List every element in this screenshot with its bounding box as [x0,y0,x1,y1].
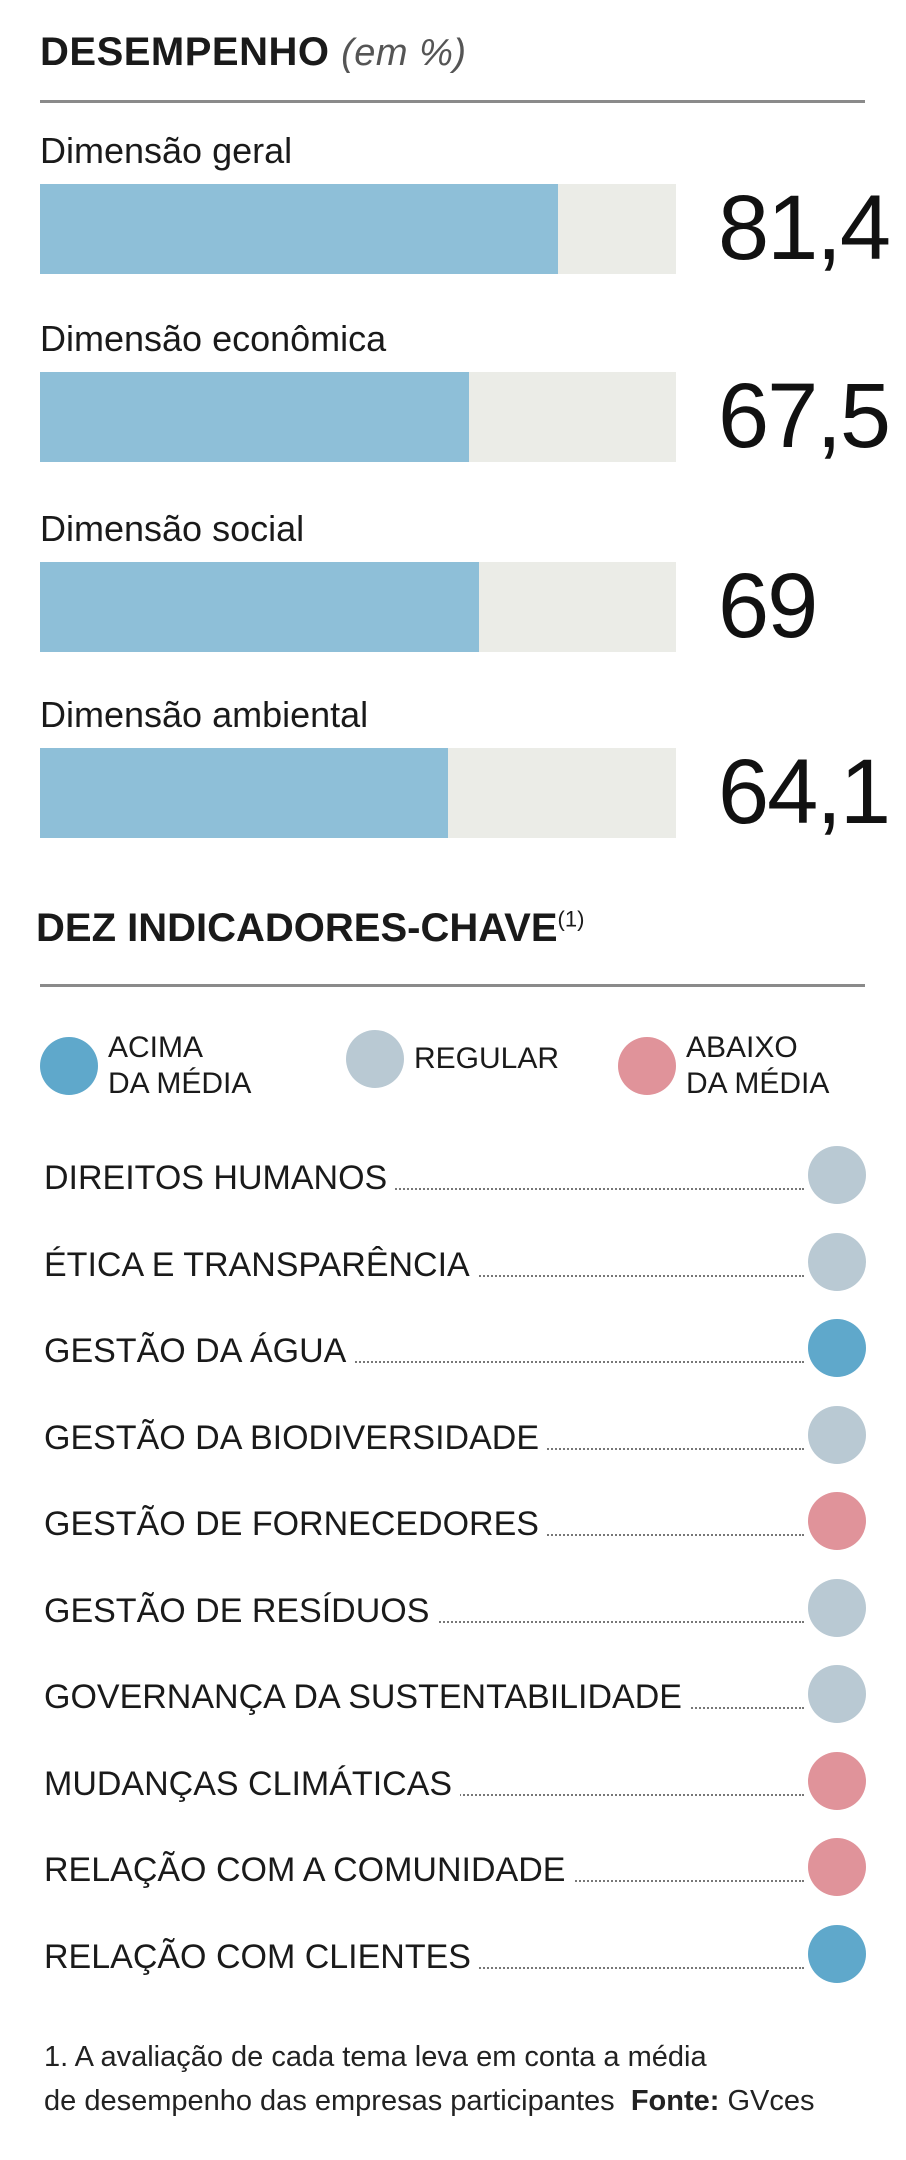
bar-label: Dimensão ambiental [40,694,369,735]
status-dot-regular [808,1233,866,1291]
bar [40,372,469,462]
title-divider [40,100,865,103]
indicator-row: ÉTICA E TRANSPARÊNCIA [44,1231,874,1291]
indicator-label: RELAÇÃO COM CLIENTES [44,1938,479,1977]
legend-line-1: ABAIXO [686,1031,798,1064]
indicator-label: RELAÇÃO COM A COMUNIDADE [44,1851,574,1890]
bar-track [40,748,676,838]
footnote-text: de desempenho das empresas participantes [44,2085,615,2117]
indicator-label: ÉTICA E TRANSPARÊNCIA [44,1246,478,1285]
bar [40,562,479,652]
bar-label: Dimensão geral [40,130,293,171]
status-dot-regular [808,1665,866,1723]
legend-line-2: DA MÉDIA [686,1067,830,1100]
dotted-leader [44,1361,804,1363]
indicator-row: MUDANÇAS CLIMÁTICAS [44,1750,874,1810]
indicators-divider [40,984,865,987]
status-dot-acima [808,1319,866,1377]
indicator-row: RELAÇÃO COM A COMUNIDADE [44,1836,874,1896]
status-dot-abaixo [808,1752,866,1810]
legend-text: REGULAR [414,1041,564,1077]
bar [40,748,448,838]
indicator-label: MUDANÇAS CLIMÁTICAS [44,1765,461,1804]
indicator-row: DIREITOS HUMANOS [44,1144,874,1204]
bar-value-label: 67,5 [718,365,891,467]
legend-dot [618,1037,676,1095]
legend-item-acima: ACIMA DA MÉDIA [40,1030,258,1102]
dotted-leader [44,1188,804,1190]
chart-title-text: DESEMPENHO [40,30,330,74]
status-dot-regular [808,1406,866,1464]
legend-text: ABAIXO DA MÉDIA [686,1030,836,1102]
indicators-title-text: DEZ INDICADORES-CHAVE [36,906,558,950]
status-dot-regular [808,1146,866,1204]
indicator-row: GESTÃO DA BIODIVERSIDADE [44,1404,874,1464]
indicator-label: GOVERNANÇA DA SUSTENTABILIDADE [44,1678,690,1717]
status-dot-abaixo [808,1838,866,1896]
indicator-row: GESTÃO DE RESÍDUOS [44,1577,874,1637]
bar-label: Dimensão social [40,508,305,549]
chart-title: DESEMPENHO (em %) [40,30,467,75]
footnote-line-2: de desempenho das empresas participantes… [44,2079,815,2123]
source-name: GVces [727,2085,815,2117]
footnote: 1. A avaliação de cada tema leva em cont… [44,2035,815,2123]
bar-label: Dimensão econômica [40,318,387,359]
legend-dot [346,1030,404,1088]
indicator-label: GESTÃO DE RESÍDUOS [44,1592,438,1631]
status-dot-acima [808,1925,866,1983]
legend-item-regular: REGULAR [346,1030,564,1088]
bar [40,184,558,274]
indicator-label: GESTÃO DA ÁGUA [44,1332,355,1371]
bar-value-label: 69 [718,555,818,657]
status-dot-abaixo [808,1492,866,1550]
legend-item-abaixo: ABAIXO DA MÉDIA [618,1030,836,1102]
legend-dot [40,1037,98,1095]
indicator-row: GESTÃO DA ÁGUA [44,1317,874,1377]
source-label: Fonte: [630,2085,720,2117]
indicator-label: DIREITOS HUMANOS [44,1159,396,1198]
bar-track [40,372,676,462]
indicator-label: GESTÃO DE FORNECEDORES [44,1505,547,1544]
bar-value-label: 81,4 [718,177,891,279]
legend-line-2: DA MÉDIA [108,1067,252,1100]
indicator-row: GESTÃO DE FORNECEDORES [44,1490,874,1550]
bar-track [40,184,676,274]
bar-value-label: 64,1 [718,741,891,843]
legend-line-1: ACIMA [108,1031,204,1064]
legend-line-1: REGULAR [414,1042,560,1075]
indicators-title-note: (1) [557,906,585,932]
indicators-title: DEZ INDICADORES-CHAVE(1) [36,906,584,951]
chart-unit: (em %) [341,32,467,74]
indicator-row: RELAÇÃO COM CLIENTES [44,1923,874,1983]
bar-track [40,562,676,652]
status-dot-regular [808,1579,866,1637]
legend-text: ACIMA DA MÉDIA [108,1030,258,1102]
indicator-row: GOVERNANÇA DA SUSTENTABILIDADE [44,1663,874,1723]
footnote-line-1: 1. A avaliação de cada tema leva em cont… [44,2041,707,2073]
indicator-label: GESTÃO DA BIODIVERSIDADE [44,1419,548,1458]
